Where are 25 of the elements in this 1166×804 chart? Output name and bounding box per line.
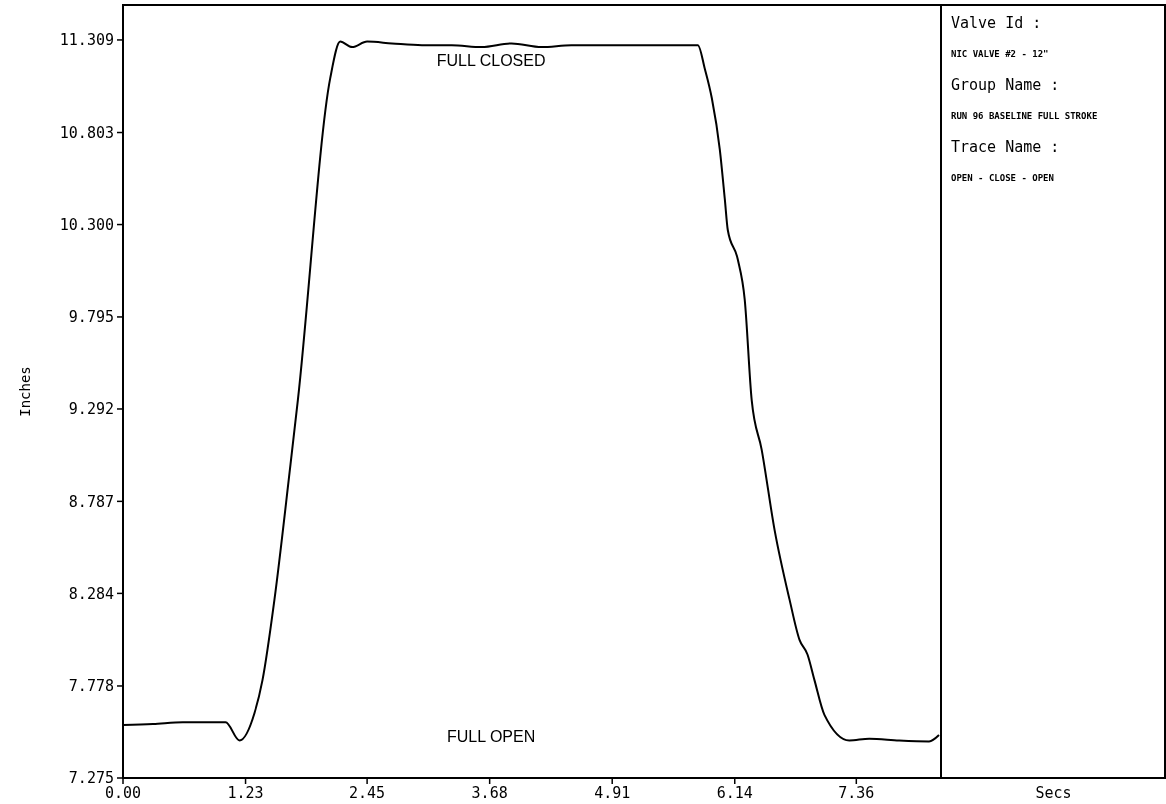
x-tick-label: 7.36 <box>838 784 875 802</box>
x-tick-label: 1.23 <box>227 784 264 802</box>
y-tick-label: 9.292 <box>68 400 114 419</box>
x-tick-label: 4.91 <box>594 784 631 802</box>
x-tick-label: 3.68 <box>471 784 508 802</box>
x-tick-label: 2.45 <box>349 784 386 802</box>
text: NIC VALVE #2 - 12" <box>951 49 1049 59</box>
x-tick-label: 6.14 <box>716 784 753 802</box>
text: Trace Name : <box>951 138 1060 156</box>
text: Valve Id : <box>951 14 1042 32</box>
text: OPEN - CLOSE - OPEN <box>951 173 1054 183</box>
y-tick-label: 8.284 <box>68 584 114 603</box>
text: RUN 96 BASELINE FULL STROKE <box>951 111 1098 121</box>
y-tick-label: 9.795 <box>68 308 114 327</box>
y-tick-label: 8.787 <box>68 492 114 511</box>
annotation: FULL CLOSED <box>436 51 546 69</box>
text: Secs <box>1035 784 1072 802</box>
annotation: FULL OPEN <box>446 727 536 745</box>
y-tick-label: 10.300 <box>59 215 114 234</box>
text: Group Name : <box>951 76 1060 94</box>
y-axis-title: Inches <box>17 366 33 417</box>
y-tick-label: 10.803 <box>59 123 114 142</box>
y-tick-label: 7.778 <box>68 677 114 696</box>
x-tick-label: 0.00 <box>104 784 142 802</box>
y-tick-label: 11.309 <box>59 31 114 50</box>
